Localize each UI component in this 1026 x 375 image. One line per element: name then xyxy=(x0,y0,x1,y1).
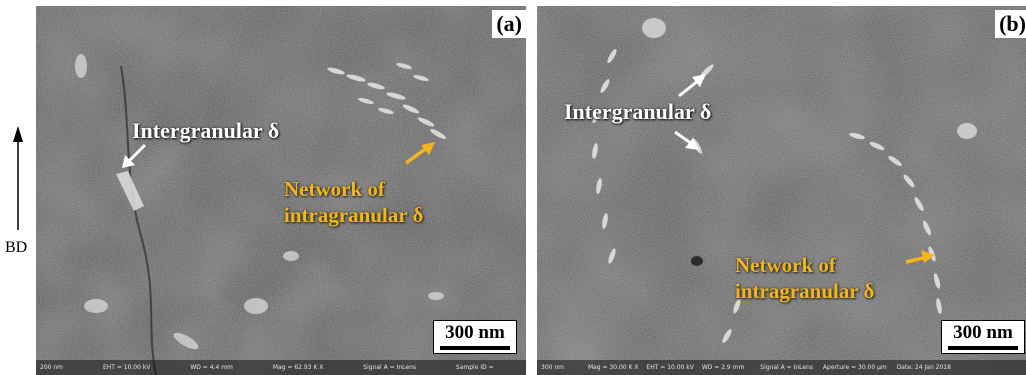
intergranular-delta-label-a: Intergranular δ xyxy=(132,118,280,143)
databar-aperture-b: Aperture = 30.00 μm xyxy=(822,364,887,371)
sem-databar-b: 300 nm Mag = 30.00 K X EHT = 10.00 kV WD… xyxy=(537,360,1026,375)
scale-bar-line-b xyxy=(948,346,1018,350)
network-line2-a: intragranular δ xyxy=(284,203,424,227)
network-line1-b: Network of xyxy=(735,253,836,277)
arrow-icon xyxy=(905,250,935,264)
databar-date-b: Date: 24 Jan 2018 xyxy=(896,364,951,371)
databar-wd-b: WD = 2.9 mm xyxy=(701,364,745,371)
databar-wd-a: WD = 4.4 mm xyxy=(190,364,233,371)
databar-eht-b: EHT = 10.00 kV xyxy=(646,364,694,371)
build-direction-label: BD xyxy=(5,239,28,256)
sem-databar-a: 200 nm EHT = 10.00 kV WD = 4.4 mm Mag = … xyxy=(36,360,526,375)
sem-panel-b: (b) Intergranular δ Network of intragran… xyxy=(537,6,1026,375)
panel-label-b: (b) xyxy=(995,10,1026,38)
arrow-icon xyxy=(674,130,699,150)
scale-bar-a: 300 nm xyxy=(433,320,517,354)
sem-micrograph-b xyxy=(537,6,1026,375)
databar-signal-b: Signal A = InLens xyxy=(760,364,813,371)
arrow-icon xyxy=(404,142,435,165)
databar-marker-a: 200 nm xyxy=(40,364,64,371)
intergranular-delta-label-b: Intergranular δ xyxy=(564,99,712,124)
scale-bar-line-a xyxy=(440,346,510,350)
network-line2-b: intragranular δ xyxy=(735,279,875,303)
arrow-icon xyxy=(678,74,706,98)
scale-bar-label-b: 300 nm xyxy=(953,322,1013,343)
scale-bar-label-a: 300 nm xyxy=(445,322,505,343)
databar-mag-a: Mag = 62.93 K X xyxy=(272,364,324,371)
sem-micrograph-a xyxy=(36,6,526,375)
databar-sample-a: Sample ID = xyxy=(455,364,494,371)
sem-panel-a: (a) Intergranular δ Network of intragran… xyxy=(36,6,526,375)
databar-marker-b: 300 nm xyxy=(541,364,565,371)
network-label-b: Network of intragranular δ xyxy=(735,252,874,304)
databar-mag-b: Mag = 30.00 K X xyxy=(587,364,639,371)
arrow-icon xyxy=(122,143,147,168)
network-line1-a: Network of xyxy=(284,177,385,201)
build-direction-arrow xyxy=(13,126,23,230)
databar-signal-a: Signal A = InLens xyxy=(363,364,416,371)
scale-bar-b: 300 nm xyxy=(941,320,1025,354)
panel-label-a: (a) xyxy=(492,10,526,38)
databar-eht-a: EHT = 10.00 kV xyxy=(102,364,151,371)
network-label-a: Network of intragranular δ xyxy=(284,176,423,228)
